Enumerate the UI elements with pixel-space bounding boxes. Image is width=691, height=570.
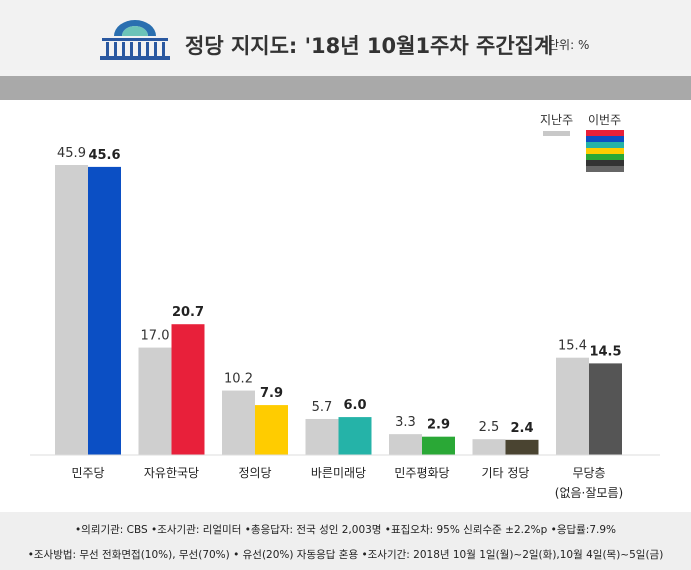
value-label-current: 6.0 — [343, 398, 366, 413]
bar-current — [422, 436, 455, 455]
legend-previous-label: 지난주 — [540, 113, 574, 127]
category-sublabel: (없음·잘모름) — [555, 486, 623, 500]
value-label-current: 2.4 — [510, 421, 533, 436]
category-label: 무당층 — [572, 466, 605, 480]
value-label-previous: 45.9 — [57, 146, 86, 161]
legend-current-swatch — [586, 130, 624, 172]
value-label-previous: 3.3 — [395, 415, 416, 430]
value-label-previous: 2.5 — [479, 420, 500, 435]
bar-current — [88, 166, 121, 455]
value-label-current: 20.7 — [172, 305, 204, 320]
category-label: 정의당 — [238, 466, 271, 480]
unit-label: 단위: % — [548, 38, 590, 52]
bar-current — [589, 363, 622, 455]
bar-chart: 45.9 45.6 민주당 17.020.7 자유한국당 10.2 7.9 정의당 5.7 6.0… — [30, 146, 660, 500]
category-label: 민주당 — [71, 466, 104, 480]
footer-notes: •의뢰기관: CBS •조사기관: 리얼미터 •총응답자: 전국 성인 2,00… — [0, 512, 691, 570]
bar-previous — [556, 357, 589, 455]
bar-previous — [222, 390, 255, 455]
value-label-current: 45.6 — [88, 148, 120, 163]
value-label-current: 2.9 — [427, 418, 450, 433]
category-label: 기타 정당 — [482, 466, 530, 480]
value-label-current: 14.5 — [589, 344, 621, 359]
page-title: 정당 지지도: '18년 10월1주차 주간집계 — [185, 34, 554, 58]
bar-previous — [305, 418, 339, 455]
value-label-previous: 10.2 — [224, 372, 253, 387]
bar-current — [338, 417, 372, 455]
divider-band — [0, 76, 691, 100]
category-label: 자유한국당 — [144, 466, 199, 480]
bar-previous — [389, 434, 422, 455]
category-label: 바른미래당 — [311, 466, 366, 480]
bar-current — [171, 324, 205, 455]
bar-current — [255, 405, 288, 455]
bar-previous — [138, 347, 172, 455]
value-label-previous: 17.0 — [141, 329, 170, 344]
bar-previous — [55, 165, 88, 455]
bar-previous — [472, 439, 506, 455]
value-label-previous: 5.7 — [312, 400, 333, 415]
legend-current-label: 이번주 — [588, 113, 622, 127]
footer-line-2: •조사방법: 무선 전화면접(10%), 무선(70%) • 유선(20%) 자… — [27, 549, 664, 561]
footer-line-1: •의뢰기관: CBS •조사기관: 리얼미터 •총응답자: 전국 성인 2,00… — [74, 524, 617, 536]
category-label: 민주평화당 — [394, 466, 449, 480]
value-label-previous: 15.4 — [558, 339, 587, 354]
legend-previous-swatch — [543, 131, 570, 136]
bar-current — [505, 439, 539, 455]
national-assembly-logo-icon — [100, 20, 170, 60]
value-label-current: 7.9 — [260, 386, 283, 401]
